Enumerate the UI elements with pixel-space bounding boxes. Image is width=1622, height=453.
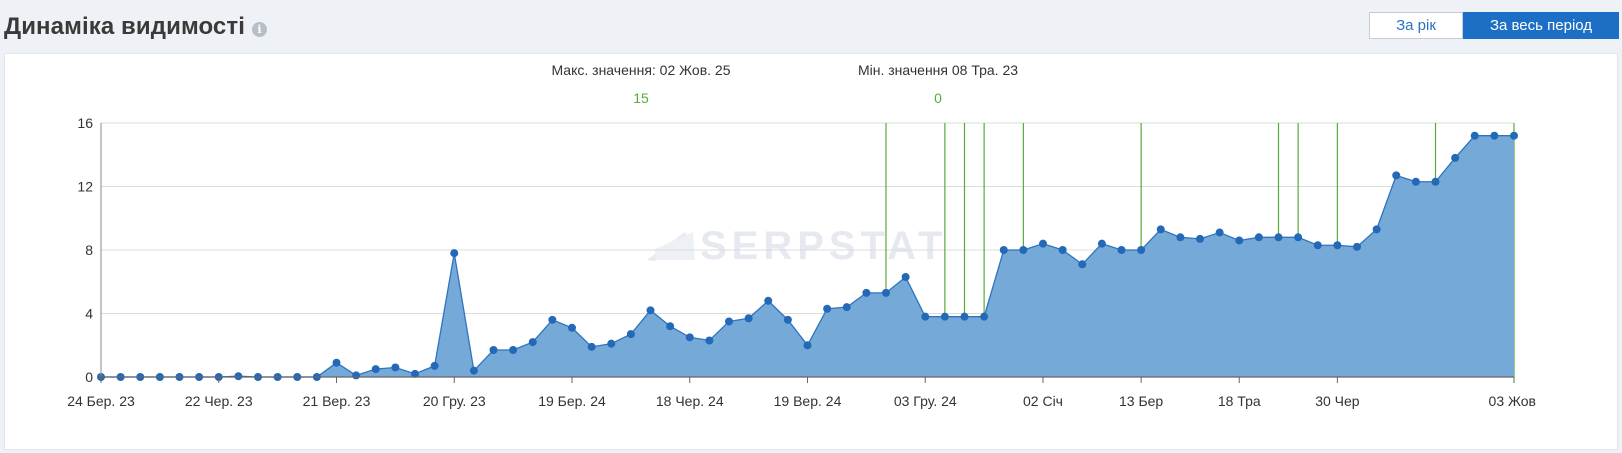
data-point [430,361,439,370]
x-tick-label: 13 Бер [1119,393,1163,409]
data-point [764,296,773,305]
visibility-chart-card: SERPSTAT 0 4 8 12 16 24 Бер. 23 22 Чер. 23 21 В… [4,53,1618,450]
title-row: Динаміка видимості i [4,10,267,44]
data-point [744,314,753,323]
data-point [842,303,851,312]
data-point [1254,233,1263,242]
data-point [332,358,341,367]
data-point [1176,233,1185,242]
data-point [1097,239,1106,248]
axes: 0 4 8 12 16 24 Бер. 23 22 Чер. 23 21 Вер. 23 20 … [67,115,1536,409]
x-tick-label: 18 Тра [1218,393,1261,409]
data-point [528,338,537,347]
visibility-chart: SERPSTAT 0 4 8 12 16 24 Бер. 23 22 Чер. 23 21 В… [67,62,1536,409]
data-point [999,246,1008,254]
data-point [626,330,635,339]
max-annotation-label: Макс. значення: 02 Жов. 25 [551,62,730,78]
data-point [1353,242,1361,251]
data-point [607,339,616,348]
data-point [705,336,714,345]
data-point [783,315,792,324]
data-point [509,346,518,355]
data-point [1411,177,1420,186]
data-point [1274,233,1283,242]
data-point [803,341,812,350]
data-point [646,306,655,315]
data-point [1431,177,1440,186]
data-point [234,372,243,381]
data-point [823,304,832,313]
data-point [1019,246,1028,254]
watermark: SERPSTAT [647,224,947,268]
data-point [1078,260,1087,269]
serpstat-logo-icon [647,232,695,261]
data-point [489,346,498,355]
annotations: Макс. значення: 02 Жов. 25 15 Мін. значе… [551,62,1018,106]
data-point [1313,241,1322,250]
data-point [1156,225,1165,234]
max-annotation-value: 15 [633,90,649,106]
data-point [1333,241,1342,250]
data-point [882,288,890,297]
x-tick-label: 20 Гру. 23 [423,393,486,409]
data-point [1510,131,1518,140]
period-all-button[interactable]: За весь період [1463,12,1619,39]
data-point [901,272,910,281]
x-tick-label: 03 Жов [1489,393,1536,409]
x-tick-label: 18 Чер. 24 [656,393,724,409]
x-tick-label: 24 Бер. 23 [67,393,135,409]
x-tick-label: 19 Бер. 24 [538,393,606,409]
data-point [1137,246,1146,254]
data-point [1196,234,1204,243]
watermark-text: SERPSTAT [700,224,947,268]
period-year-button[interactable]: За рік [1369,12,1463,39]
min-annotation-value: 0 [934,90,942,106]
data-point [1392,171,1401,180]
y-tick-label: 0 [85,369,93,385]
data-point [1490,131,1499,140]
x-tick-label: 21 Вер. 23 [303,393,371,409]
area-fill [101,135,1514,377]
data-point [960,312,969,321]
y-tick-label: 4 [85,306,93,322]
min-annotation-label: Мін. значення 08 Тра. 23 [858,62,1018,78]
data-point [391,363,400,372]
data-point [1470,131,1479,140]
data-point [450,249,459,258]
data-point [1235,236,1244,245]
data-point [725,317,733,326]
data-point [371,365,380,374]
data-point [980,312,989,321]
data-point [1451,153,1460,162]
data-point [587,342,596,351]
x-tick-label: 03 Гру. 24 [894,393,957,409]
data-point [1058,246,1067,254]
data-point [862,288,871,297]
data-point [1372,225,1381,234]
y-tick-label: 16 [77,115,93,131]
y-tick-label: 12 [77,179,93,195]
data-point [469,366,478,375]
x-tick-label: 19 Вер. 24 [774,393,842,409]
data-point [411,369,419,378]
data-point [666,322,675,331]
period-toggle: За рік За весь період [1369,12,1619,39]
data-point [685,333,694,342]
x-tick-label: 02 Січ [1023,393,1063,409]
data-point [940,312,949,321]
data-point [1215,228,1224,237]
info-icon[interactable]: i [252,21,267,37]
x-tick-label: 22 Чер. 23 [185,393,253,409]
data-point [568,323,576,332]
data-point [548,315,557,324]
data-point [352,371,361,380]
data-point [1117,246,1126,254]
y-tick-label: 8 [85,242,93,258]
data-point [1039,239,1047,248]
page-title: Динаміка видимості [4,13,245,40]
x-tick-label: 30 Чер [1315,393,1360,409]
data-point [921,312,930,321]
data-point [1294,233,1303,242]
